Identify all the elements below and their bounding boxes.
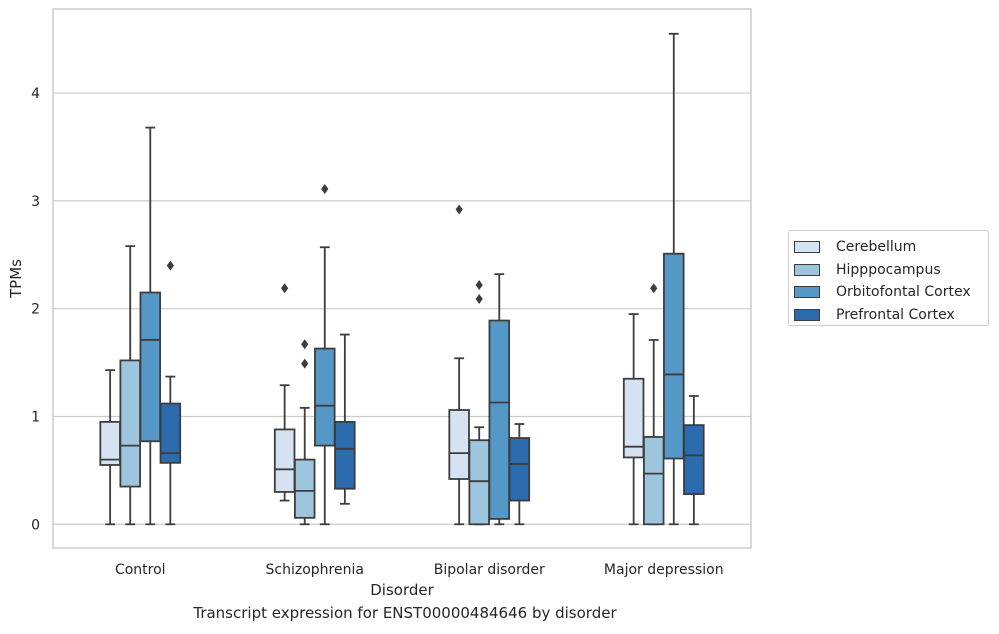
outlier-point: [650, 283, 658, 294]
box-iqr: [334, 420, 356, 490]
legend-item-prefrontal: Prefrontal Cortex: [789, 304, 988, 327]
box-hipppocampus: [468, 279, 490, 526]
y-tick-label: 3: [31, 194, 40, 210]
x-tick-label: Bipolar disorder: [434, 562, 545, 578]
y-tick-label: 0: [31, 517, 40, 533]
box-prefrontal-cortex: [159, 260, 182, 526]
y-tick-label: 4: [31, 86, 40, 102]
plot-frame: [52, 8, 752, 549]
legend: Cerebellum Hipppocampus Orbitofontal Cor…: [788, 230, 989, 326]
box-iqr: [119, 359, 141, 488]
box-iqr: [622, 377, 645, 459]
legend-item-hippocampus: Hipppocampus: [789, 259, 988, 282]
legend-label: Hipppocampus: [836, 261, 941, 278]
legend-label: Prefrontal Cortex: [836, 306, 955, 323]
box-prefrontal-cortex: [508, 423, 531, 526]
box-plots: [99, 32, 705, 526]
outlier-point: [455, 204, 463, 215]
box-hipppocampus: [642, 283, 665, 526]
box-iqr: [488, 319, 511, 520]
outlier-point: [166, 260, 174, 271]
box-hipppocampus: [119, 245, 141, 526]
box-cerebellum: [99, 369, 121, 526]
box-cerebellum: [273, 283, 296, 502]
outlier-point: [301, 339, 309, 350]
y-tick-label: 2: [31, 302, 40, 318]
outlier-point: [475, 293, 483, 304]
y-ticks: 0 1 2 3 4: [31, 86, 40, 533]
box-prefrontal-cortex: [683, 395, 705, 526]
box-iqr: [683, 424, 705, 495]
y-axis-label: TPMs: [7, 259, 25, 299]
x-tick-label: Major depression: [604, 562, 724, 578]
box-iqr: [293, 458, 316, 519]
box-iqr: [508, 437, 531, 502]
legend-item-cerebellum: Cerebellum: [789, 236, 988, 259]
legend-label: Orbitofontal Cortex: [836, 284, 971, 301]
outlier-point: [281, 283, 289, 294]
box-cerebellum: [448, 204, 470, 526]
box-iqr: [99, 420, 121, 466]
box-iqr: [663, 252, 685, 460]
legend-swatch: [794, 286, 820, 299]
box-orbitofontal-cortex: [488, 273, 511, 526]
box-iqr: [448, 409, 470, 480]
box-orbitofontal-cortex: [663, 32, 685, 526]
box-iqr: [314, 347, 336, 447]
box-iqr: [273, 428, 296, 493]
box-cerebellum: [622, 313, 645, 526]
box-hipppocampus: [293, 339, 316, 526]
x-axis-label: Disorder: [370, 581, 434, 599]
legend-swatch: [794, 263, 820, 276]
outlier-point: [301, 358, 309, 369]
legend-item-orbitofrontal: Orbitofontal Cortex: [789, 281, 988, 304]
outlier-point: [321, 184, 329, 195]
box-iqr: [642, 436, 665, 526]
box-orbitofontal-cortex: [314, 184, 336, 526]
x-tick-labels: Control Schizophrenia Bipolar disorder Majo…: [115, 562, 724, 578]
chart-caption: Transcript expression for ENST0000048464…: [193, 604, 617, 622]
box-prefrontal-cortex: [334, 333, 356, 505]
box-iqr: [468, 439, 490, 526]
outlier-point: [475, 279, 483, 290]
legend-swatch: [794, 308, 820, 321]
x-tick-label: Schizophrenia: [266, 562, 364, 578]
box-iqr: [159, 402, 182, 464]
box-orbitofontal-cortex: [139, 126, 162, 526]
legend-label: Cerebellum: [836, 239, 917, 256]
x-tick-label: Control: [115, 562, 166, 578]
legend-swatch: [794, 241, 820, 254]
y-tick-label: 1: [31, 409, 40, 425]
box-iqr: [139, 291, 162, 443]
